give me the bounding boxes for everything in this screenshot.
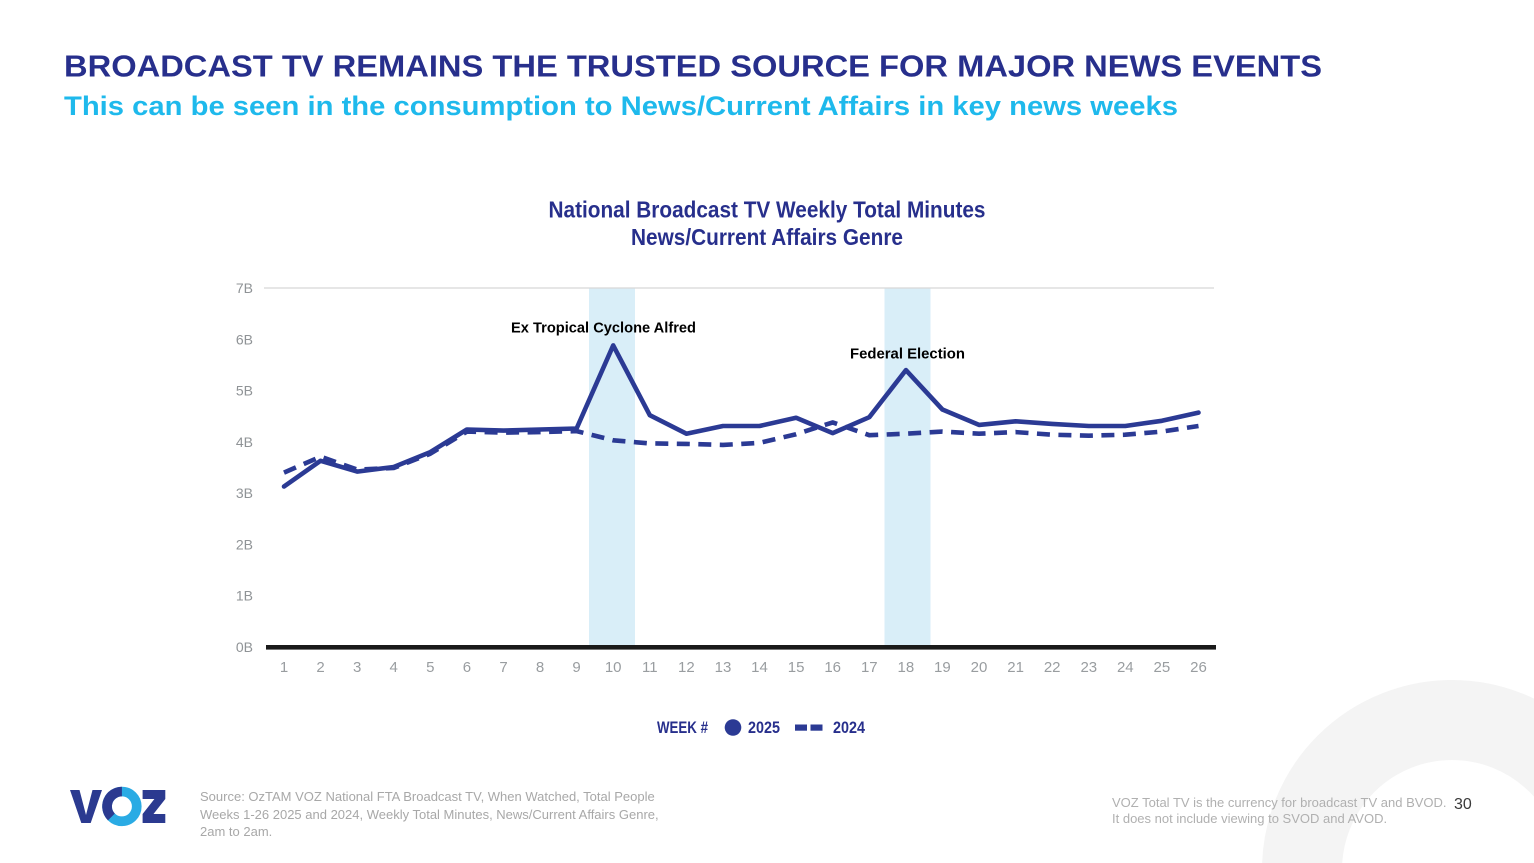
- svg-text:2025: 2025: [748, 719, 780, 737]
- svg-text:15: 15: [788, 659, 805, 676]
- svg-text:7B: 7B: [236, 280, 253, 296]
- svg-text:14: 14: [751, 659, 768, 676]
- svg-text:Federal Election: Federal Election: [850, 346, 965, 363]
- svg-text:16: 16: [824, 659, 841, 676]
- svg-text:6: 6: [463, 659, 471, 676]
- svg-text:25: 25: [1154, 659, 1171, 676]
- svg-text:WEEK #: WEEK #: [657, 719, 708, 737]
- svg-text:1: 1: [280, 659, 288, 676]
- svg-text:2024: 2024: [833, 719, 866, 737]
- svg-text:22: 22: [1044, 659, 1061, 676]
- svg-text:12: 12: [678, 659, 695, 676]
- svg-text:National Broadcast TV Weekly T: National Broadcast TV Weekly Total Minut…: [549, 197, 986, 223]
- svg-text:News/Current Affairs Genre: News/Current Affairs Genre: [631, 224, 903, 250]
- svg-text:2: 2: [316, 659, 324, 676]
- svg-text:5B: 5B: [236, 383, 253, 399]
- svg-text:19: 19: [934, 659, 951, 676]
- svg-text:23: 23: [1080, 659, 1097, 676]
- svg-text:24: 24: [1117, 659, 1134, 676]
- svg-text:This can be seen in the consum: This can be seen in the consumption to N…: [64, 91, 1178, 121]
- svg-text:6B: 6B: [236, 331, 253, 347]
- svg-text:20: 20: [971, 659, 988, 676]
- svg-text:18: 18: [898, 659, 915, 676]
- svg-text:13: 13: [715, 659, 732, 676]
- svg-text:26: 26: [1190, 659, 1207, 676]
- svg-text:11: 11: [642, 659, 658, 676]
- svg-text:3: 3: [353, 659, 361, 676]
- svg-text:2B: 2B: [236, 536, 253, 552]
- svg-text:BROADCAST TV REMAINS THE TRUST: BROADCAST TV REMAINS THE TRUSTED SOURCE …: [64, 49, 1322, 84]
- svg-text:3B: 3B: [236, 485, 253, 501]
- svg-text:7: 7: [499, 659, 507, 676]
- svg-text:8: 8: [536, 659, 544, 676]
- svg-text:9: 9: [572, 659, 580, 676]
- svg-text:0B: 0B: [236, 639, 253, 655]
- svg-text:4B: 4B: [236, 434, 253, 450]
- svg-text:21: 21: [1007, 659, 1024, 676]
- svg-text:Ex Tropical Cyclone Alfred: Ex Tropical Cyclone Alfred: [511, 320, 696, 337]
- svg-text:4: 4: [390, 659, 398, 676]
- svg-text:1B: 1B: [236, 588, 253, 604]
- svg-text:10: 10: [605, 659, 622, 676]
- svg-text:5: 5: [426, 659, 434, 676]
- svg-text:17: 17: [861, 659, 878, 676]
